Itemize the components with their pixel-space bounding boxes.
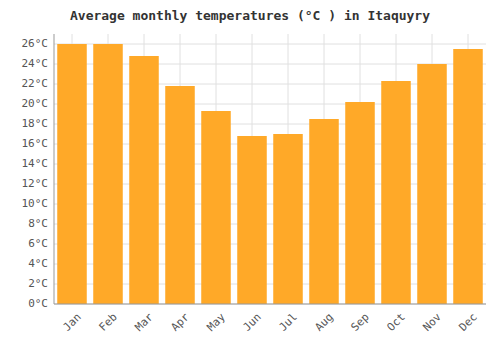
chart-title: Average monthly temperatures (°C ) in It…	[70, 8, 430, 23]
y-tick-label: 26°C	[22, 37, 49, 50]
y-tick-label: 24°C	[22, 57, 49, 70]
y-tick-label: 18°C	[22, 117, 49, 130]
y-tick-label: 20°C	[22, 97, 49, 110]
y-tick-label: 12°C	[22, 177, 49, 190]
chart-container: 0°C 2°C 4°C 6°C 8°C 10°C 12°C 14°C 16°C 18°C 20°C 2…	[0, 0, 500, 350]
y-axis-line	[54, 34, 55, 304]
x-tick-label: Jun	[241, 311, 264, 334]
x-tick-label: Nov	[421, 310, 445, 334]
x-tick-label: Dec	[457, 311, 480, 334]
bar	[345, 102, 375, 304]
x-axis: Jan Feb Mar Apr May Jun Jul Aug Sep Oct Nov Dec	[61, 310, 480, 334]
y-tick-label: 6°C	[28, 237, 48, 250]
bar	[165, 86, 195, 304]
y-tick-label: 8°C	[28, 217, 48, 230]
x-tick-label: Mar	[133, 310, 157, 334]
bar	[57, 44, 87, 304]
y-grid-line	[54, 304, 486, 305]
y-tick-label: 4°C	[28, 257, 48, 270]
y-tick-label: 10°C	[22, 197, 49, 210]
bar	[417, 64, 447, 304]
y-tick-label: 16°C	[22, 137, 49, 150]
bar	[201, 111, 231, 304]
bars	[57, 44, 483, 304]
grid	[54, 34, 486, 304]
y-tick-label: 22°C	[22, 77, 49, 90]
x-tick-label: Feb	[97, 311, 120, 334]
bar	[309, 119, 339, 304]
x-tick-label: Apr	[169, 310, 193, 334]
chart-svg: 0°C 2°C 4°C 6°C 8°C 10°C 12°C 14°C 16°C 18°C 20°C 2…	[0, 0, 500, 350]
y-tick-label: 0°C	[28, 297, 48, 310]
bar	[381, 81, 411, 304]
y-tick-label: 14°C	[22, 157, 49, 170]
y-axis: 0°C 2°C 4°C 6°C 8°C 10°C 12°C 14°C 16°C 18°C 20°C 2…	[22, 37, 49, 310]
x-tick-label: Jul	[277, 311, 300, 334]
bar	[237, 136, 267, 304]
bar	[273, 134, 303, 304]
x-tick-label: Jan	[61, 311, 84, 334]
x-tick-label: Aug	[313, 311, 336, 334]
bar	[93, 44, 123, 304]
y-tick-label: 2°C	[28, 277, 48, 290]
bar	[453, 49, 483, 304]
x-tick-label: May	[205, 310, 229, 334]
x-axis-line	[54, 304, 486, 305]
x-tick-label: Oct	[385, 311, 408, 334]
bar	[129, 56, 159, 304]
x-tick-label: Sep	[349, 311, 372, 334]
